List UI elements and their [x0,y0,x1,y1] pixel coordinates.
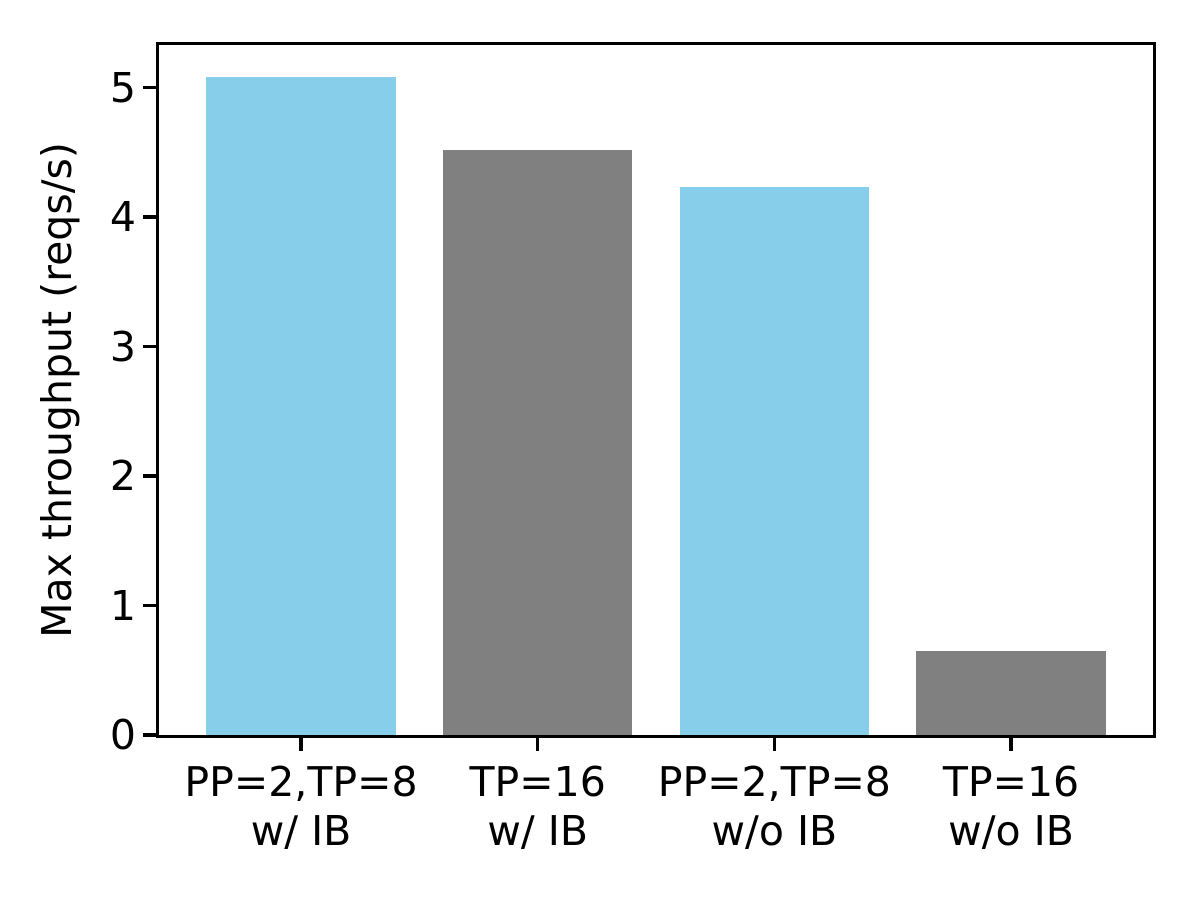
x-tick-label: TP=16 w/ IB [469,758,606,855]
y-tick-mark [143,344,156,349]
y-tick-label: 1 [109,581,136,630]
x-tick-mark [1009,738,1013,751]
y-tick-label: 2 [109,452,136,501]
y-tick-mark [143,215,156,219]
x-tick-mark [299,738,303,751]
y-tick-label: 0 [109,711,136,759]
bar [916,650,1106,735]
y-tick-label: 5 [109,63,136,112]
bar [443,149,633,735]
bar [679,187,869,735]
y-tick-mark [143,603,156,608]
y-tick-mark [143,733,156,737]
x-tick-label: PP=2,TP=8 w/o IB [657,758,891,855]
x-tick-label: TP=16 w/o IB [942,758,1080,855]
y-tick-label: 4 [109,193,136,242]
y-tick-mark [143,474,156,478]
y-tick-label: 3 [109,322,136,371]
y-tick-mark [143,85,156,90]
plot-area [156,42,1156,738]
bar [206,77,396,735]
x-tick-mark [535,738,540,751]
x-tick-label: PP=2,TP=8 w/ IB [184,758,418,855]
x-tick-mark [772,738,777,751]
bars-layer [159,45,1153,735]
